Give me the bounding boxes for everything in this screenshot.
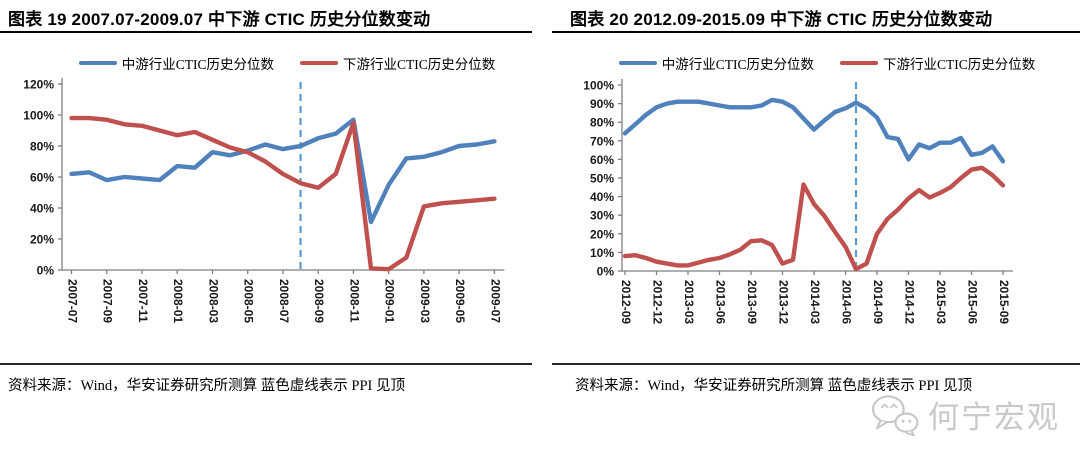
watermark-text: 何宁宏观 xyxy=(928,400,1060,435)
svg-text:70%: 70% xyxy=(590,134,614,148)
svg-text:2007-11: 2007-11 xyxy=(136,279,150,323)
legend-label: 下游行业CTIC历史分位数 xyxy=(343,57,496,72)
source-divider xyxy=(0,363,532,365)
svg-text:2013-12: 2013-12 xyxy=(777,280,791,324)
svg-text:60%: 60% xyxy=(30,171,54,185)
svg-text:40%: 40% xyxy=(30,202,54,216)
line-chart-ctic-2007-2009: 0% 20% 40% 60% 80% 100% 120% 2007-07 2007-09 2007… xyxy=(23,78,505,323)
legend-line-blue-icon xyxy=(78,60,117,66)
svg-text:2008-09: 2008-09 xyxy=(312,279,326,323)
legend-label: 下游行业CTIC历史分位数 xyxy=(883,57,1036,72)
legend-line-blue-icon xyxy=(618,60,657,66)
svg-text:2014-06: 2014-06 xyxy=(840,280,854,324)
line-chart-ctic-2012-2015: 0% 10% 20% 30% 40% 50% 60% 70% 80% 90% 100% 2012-09… xyxy=(583,79,1013,324)
svg-text:2007-09: 2007-09 xyxy=(101,279,115,323)
svg-text:2014-12: 2014-12 xyxy=(903,280,917,324)
svg-text:0%: 0% xyxy=(37,264,55,278)
svg-text:2009-01: 2009-01 xyxy=(383,279,397,323)
legend-label: 中游行业CTIC历史分位数 xyxy=(661,57,814,72)
legend-line-red-icon xyxy=(300,60,338,66)
svg-text:2007-07: 2007-07 xyxy=(66,279,80,323)
svg-text:90%: 90% xyxy=(590,97,614,111)
svg-text:2014-03: 2014-03 xyxy=(808,280,822,324)
svg-text:2008-07: 2008-07 xyxy=(277,279,291,323)
svg-text:20%: 20% xyxy=(590,227,614,241)
svg-text:50%: 50% xyxy=(590,172,614,186)
svg-text:2008-03: 2008-03 xyxy=(206,279,220,323)
legend: 中游行业CTIC历史分位数 下游行业CTIC历史分位数 xyxy=(540,52,1080,74)
svg-text:2015-06: 2015-06 xyxy=(966,280,980,324)
legend-item-midstream: 中游行业CTIC历史分位数 xyxy=(618,53,814,73)
svg-text:2009-03: 2009-03 xyxy=(418,279,432,323)
title-divider xyxy=(552,31,1080,34)
panel-chart-19: 图表 19 2007.07-2009.07 中下游 CTIC 历史分位数变动 中… xyxy=(0,10,540,394)
wechat-bubbles-icon xyxy=(871,394,919,436)
svg-text:2014-09: 2014-09 xyxy=(871,280,885,324)
legend-item-downstream: 下游行业CTIC历史分位数 xyxy=(300,53,495,73)
source-divider xyxy=(552,363,1080,365)
svg-text:100%: 100% xyxy=(23,109,54,123)
svg-text:0%: 0% xyxy=(597,265,615,279)
source-note: 资料来源：Wind，华安证券研究所测算 蓝色虚线表示 PPI 见顶 xyxy=(575,378,972,394)
legend-label: 中游行业CTIC历史分位数 xyxy=(121,57,274,72)
svg-text:2013-06: 2013-06 xyxy=(714,280,728,324)
svg-text:2015-03: 2015-03 xyxy=(934,280,948,324)
chart-title: 图表 19 2007.07-2009.07 中下游 CTIC 历史分位数变动 xyxy=(8,10,431,29)
svg-text:80%: 80% xyxy=(30,140,54,154)
svg-text:120%: 120% xyxy=(23,78,54,92)
svg-text:20%: 20% xyxy=(30,233,54,247)
svg-text:2008-11: 2008-11 xyxy=(347,279,361,323)
svg-text:40%: 40% xyxy=(590,190,614,204)
legend: 中游行业CTIC历史分位数 下游行业CTIC历史分位数 xyxy=(0,52,540,74)
legend-item-midstream: 中游行业CTIC历史分位数 xyxy=(78,53,274,73)
svg-text:2012-09: 2012-09 xyxy=(619,280,633,324)
legend-line-red-icon xyxy=(840,60,878,66)
svg-text:2013-03: 2013-03 xyxy=(682,280,696,324)
title-divider xyxy=(0,31,532,34)
panel-chart-20: 图表 20 2012.09-2015.09 中下游 CTIC 历史分位数变动 中… xyxy=(540,0,1080,460)
svg-text:100%: 100% xyxy=(583,79,614,93)
svg-text:2015-09: 2015-09 xyxy=(997,280,1011,324)
svg-text:80%: 80% xyxy=(590,116,614,130)
source-note: 资料来源：Wind，华安证券研究所测算 蓝色虚线表示 PPI 见顶 xyxy=(8,378,405,394)
chart-title: 图表 20 2012.09-2015.09 中下游 CTIC 历史分位数变动 xyxy=(570,10,993,29)
svg-text:2008-05: 2008-05 xyxy=(242,279,256,323)
legend-item-downstream: 下游行业CTIC历史分位数 xyxy=(840,53,1035,73)
svg-text:2013-09: 2013-09 xyxy=(745,280,759,324)
watermark: 何宁宏观 xyxy=(870,392,1060,437)
svg-text:2012-12: 2012-12 xyxy=(651,280,665,324)
svg-text:60%: 60% xyxy=(590,153,614,167)
svg-text:2008-01: 2008-01 xyxy=(171,279,185,323)
svg-text:2009-05: 2009-05 xyxy=(453,279,467,323)
svg-text:30%: 30% xyxy=(590,209,614,223)
svg-text:2009-07: 2009-07 xyxy=(488,279,502,323)
svg-text:10%: 10% xyxy=(590,246,614,260)
